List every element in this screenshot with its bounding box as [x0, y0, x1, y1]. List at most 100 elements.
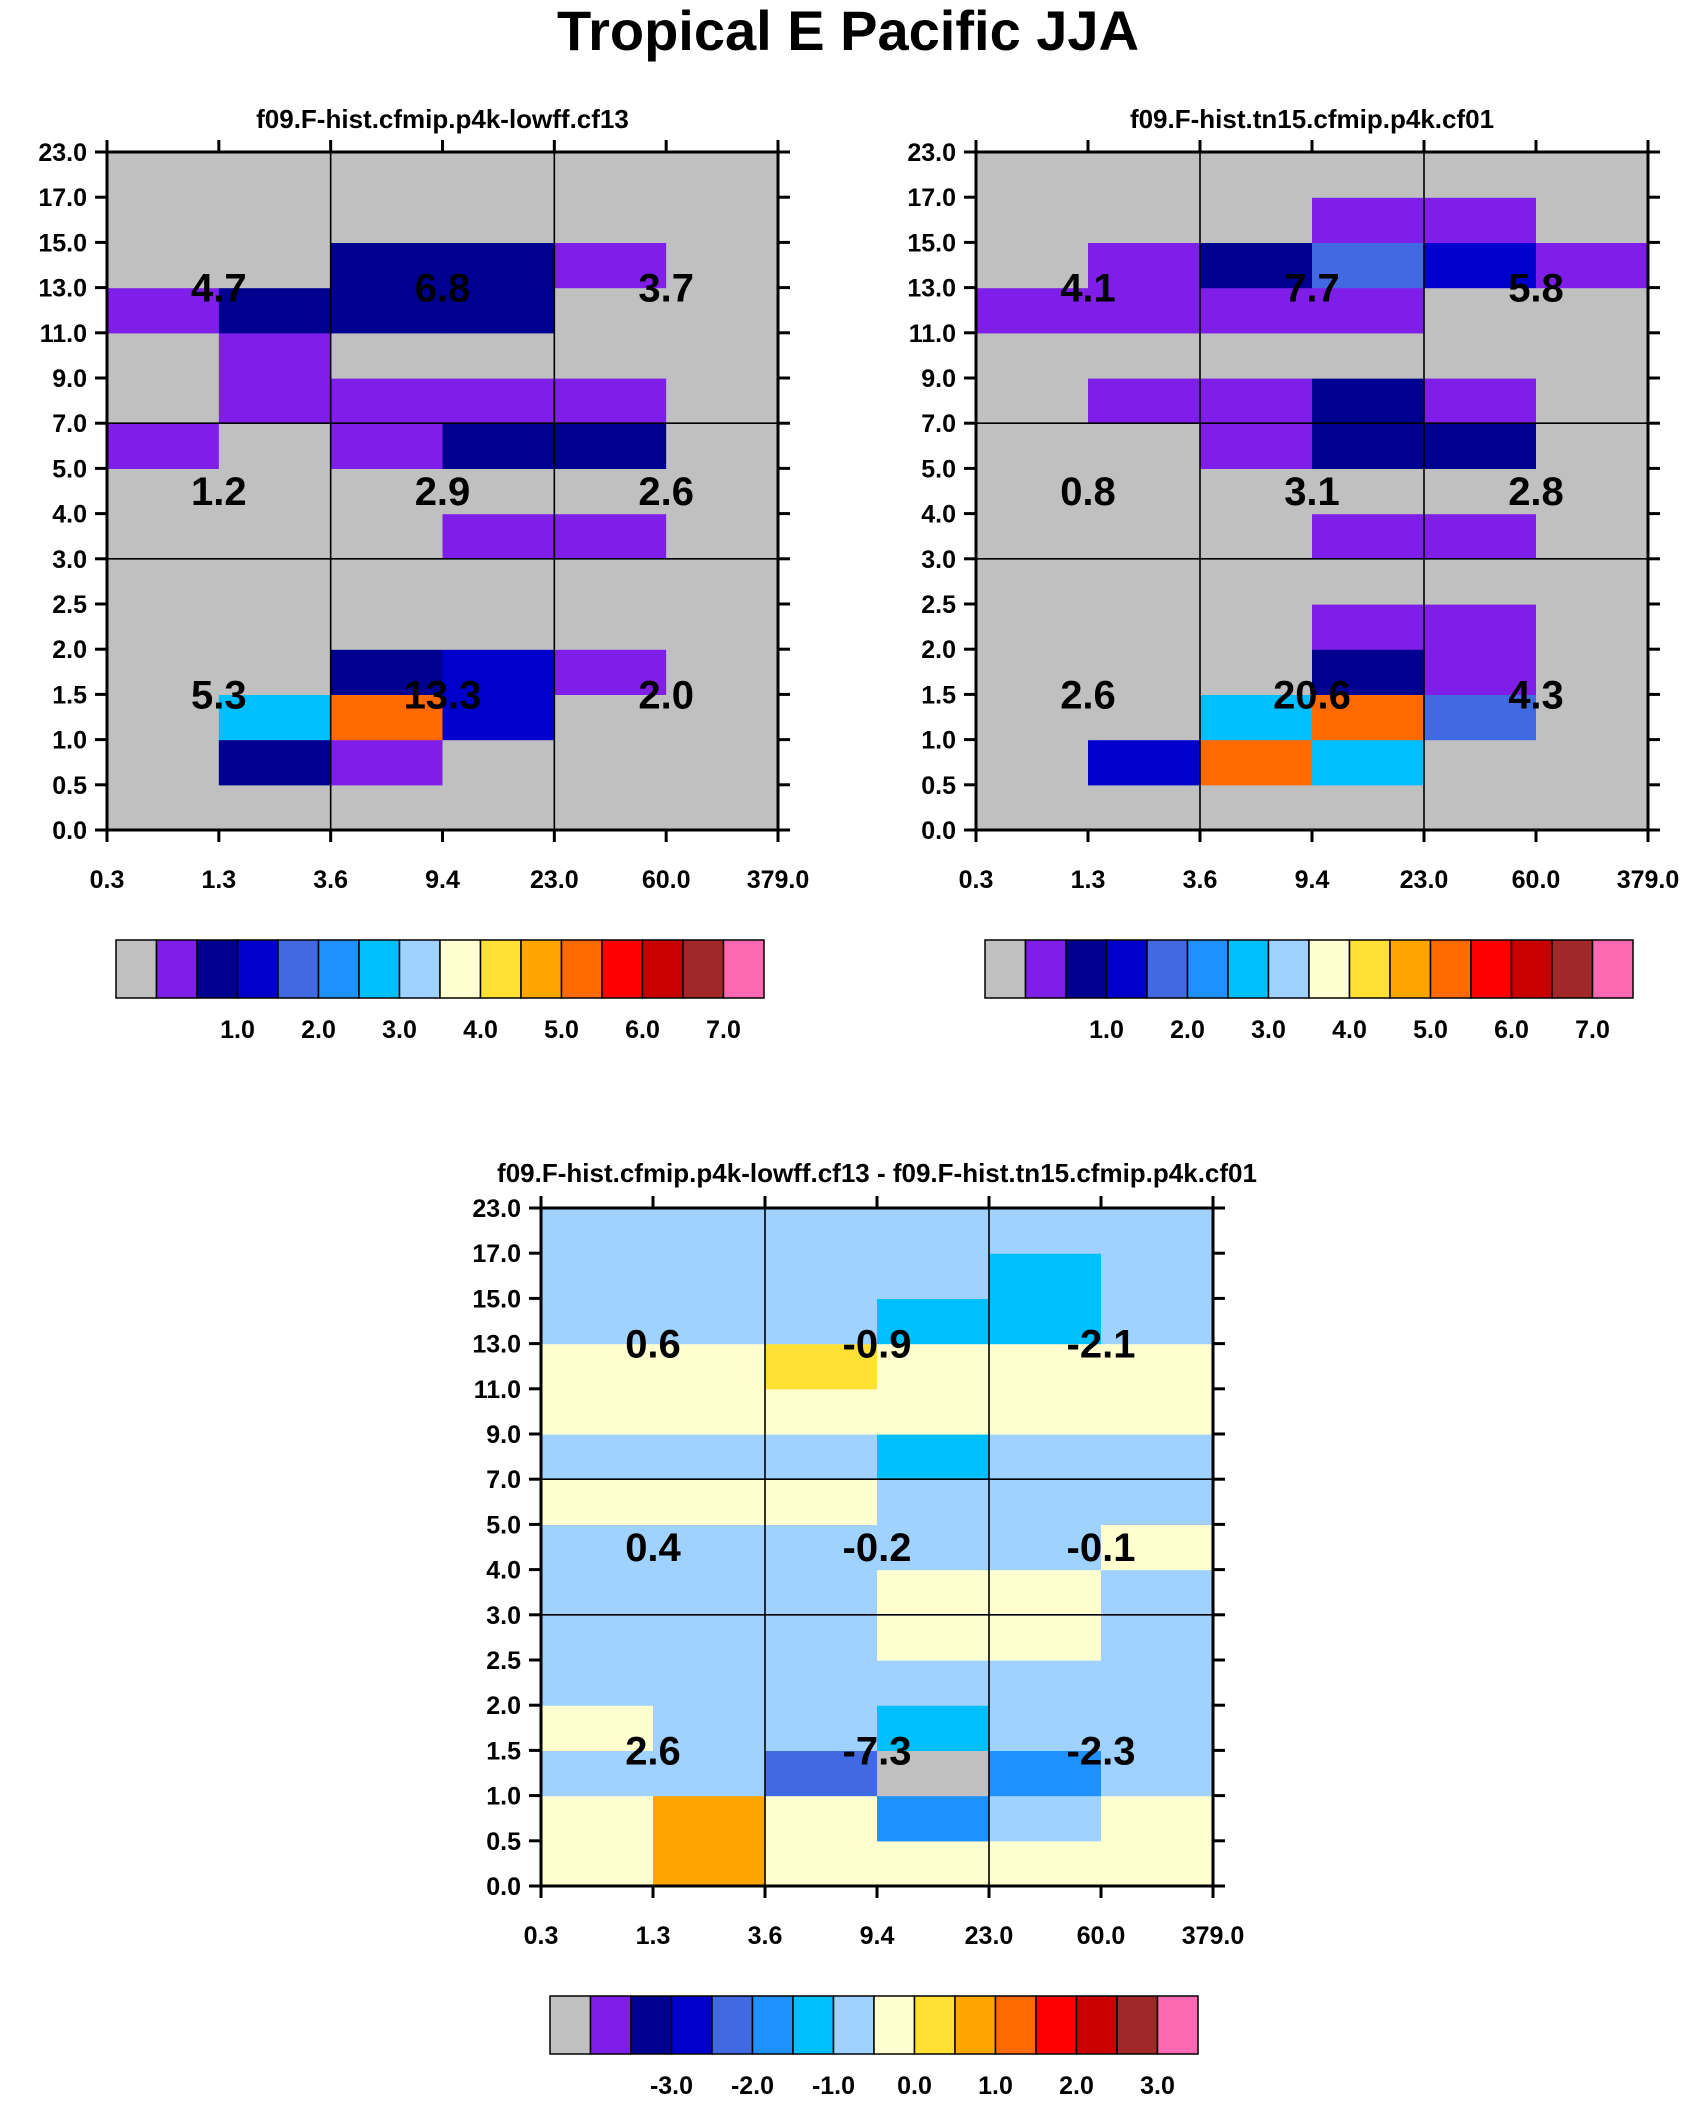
heatmap-cell: [541, 1795, 654, 1842]
heatmap-cell: [666, 739, 779, 786]
heatmap-cell: [1200, 649, 1313, 695]
colorbar-swatch: [1035, 1995, 1078, 2055]
heatmap-cell: [541, 1840, 654, 1887]
heatmap-cell: [1536, 332, 1649, 379]
panel-2: f09.F-hist.tn15.cfmip.p4k.cf010.00.51.01…: [907, 104, 1679, 1044]
y-tick-label: 5.0: [52, 455, 87, 483]
y-tick-label: 15.0: [907, 229, 956, 257]
colorbar-swatch: [913, 1995, 956, 2055]
colorbar-label: 1.0: [220, 1016, 255, 1044]
colorbar: -3.0 -2.0 -1.0 0.0 1.0 2.0 3.0: [549, 1995, 1199, 2100]
heatmap-cell: [442, 694, 555, 741]
colorbar-label: 6.0: [625, 1016, 660, 1044]
heatmap-cell: [1424, 558, 1537, 605]
colorbar-label: 3.0: [1140, 2072, 1175, 2100]
colorbar-label: 7.0: [706, 1016, 741, 1044]
y-tick-label: 13.0: [472, 1331, 521, 1359]
colorbar-swatch: [549, 1995, 592, 2055]
heatmap-cell: [765, 1705, 878, 1751]
heatmap-cell: [1088, 649, 1201, 695]
heatmap-cell: [1424, 784, 1537, 831]
heatmap-cell: [554, 558, 667, 605]
heatmap-cell: [976, 332, 1089, 379]
y-tick-label: 1.5: [52, 681, 87, 709]
heatmap-cell: [653, 1343, 766, 1390]
x-tick-label: 9.4: [860, 1922, 895, 1950]
heatmap-cell: [554, 468, 667, 515]
heatmap-cell: [653, 1795, 766, 1842]
heatmap-cell: [877, 1208, 990, 1254]
heatmap-cell: [541, 1343, 654, 1390]
heatmap-cell: [765, 1208, 878, 1254]
heatmap-cell: [1312, 784, 1425, 831]
heatmap-cell: [1200, 468, 1313, 515]
colorbar-swatch: [682, 939, 725, 999]
heatmap-cell: [653, 1614, 766, 1661]
colorbar-swatch: [1065, 939, 1108, 999]
heatmap-cell: [541, 1253, 654, 1299]
heatmap-cell: [218, 739, 332, 786]
heatmap-cell: [218, 468, 332, 515]
colorbar-swatch: [277, 939, 320, 999]
heatmap-cell: [1088, 197, 1201, 243]
heatmap-cell: [1424, 287, 1537, 334]
group-value-label: 2.6: [1060, 673, 1116, 717]
colorbar-swatch: [722, 939, 765, 999]
heatmap-cell: [989, 1208, 1102, 1254]
colorbar-swatch: [236, 939, 279, 999]
heatmap-cell: [330, 242, 444, 289]
heatmap-cell: [541, 1388, 654, 1435]
y-tick-label: 13.0: [907, 275, 956, 303]
heatmap-cell: [442, 332, 555, 379]
colorbar-label: 3.0: [382, 1016, 417, 1044]
y-tick-label: 3.0: [52, 546, 87, 574]
y-tick-label: 3.0: [921, 546, 956, 574]
heatmap-cell: [765, 1614, 878, 1661]
colorbar-swatch: [358, 939, 401, 999]
heatmap-cell: [1088, 152, 1201, 198]
heatmap-cell: [554, 332, 667, 379]
heatmap-cell: [1536, 468, 1649, 515]
x-tick-label: 1.3: [1071, 866, 1106, 894]
heatmap-cell: [218, 784, 332, 831]
heatmap-cell: [976, 152, 1089, 198]
colorbar-label: -2.0: [731, 2072, 774, 2100]
colorbar-swatch: [1116, 1995, 1159, 2055]
y-tick-label: 0.5: [52, 772, 87, 800]
y-tick-label: 4.0: [486, 1557, 521, 1585]
group-value-label: 0.4: [625, 1526, 681, 1570]
colorbar-swatch: [196, 939, 239, 999]
heatmap-cell: [442, 604, 555, 650]
heatmap-cell: [1101, 1253, 1214, 1299]
colorbar-label: 2.0: [301, 1016, 336, 1044]
x-tick-label: 60.0: [642, 866, 691, 894]
heatmap-cell: [765, 1253, 878, 1299]
heatmap-cell: [1101, 1569, 1214, 1616]
heatmap-cell: [1200, 287, 1313, 334]
colorbar-swatch: [1105, 939, 1148, 999]
panel-1: f09.F-hist.cfmip.p4k-lowff.cf13 0.0 0.5 1.0…: [38, 104, 809, 1044]
heatmap-cell: [1312, 287, 1425, 334]
heatmap-cell: [989, 1343, 1102, 1390]
heatmap-cell: [1424, 378, 1537, 424]
heatmap-cell: [1101, 1705, 1214, 1751]
heatmap-cell: [1101, 1840, 1214, 1887]
colorbar-swatch: [479, 939, 522, 999]
heatmap-cell: [976, 378, 1089, 424]
x-tick-label: 1.3: [201, 866, 236, 894]
heatmap-cell: [1101, 1208, 1214, 1254]
heatmap-cell: [653, 1479, 766, 1525]
heatmap-cell: [442, 197, 555, 243]
colorbar-swatch: [115, 939, 158, 999]
heatmap-cell: [976, 287, 1089, 334]
heatmap-cell: [107, 287, 220, 334]
heatmap-cell: [653, 1434, 766, 1480]
colorbar-swatch: [1429, 939, 1472, 999]
heatmap-cell: [554, 739, 667, 786]
heatmap-cell: [218, 287, 332, 334]
heatmap-cell: [1200, 378, 1313, 424]
group-value-label: 2.9: [415, 470, 471, 514]
heatmap-cell: [1088, 558, 1201, 605]
group-value-label: -2.1: [1067, 1323, 1136, 1367]
